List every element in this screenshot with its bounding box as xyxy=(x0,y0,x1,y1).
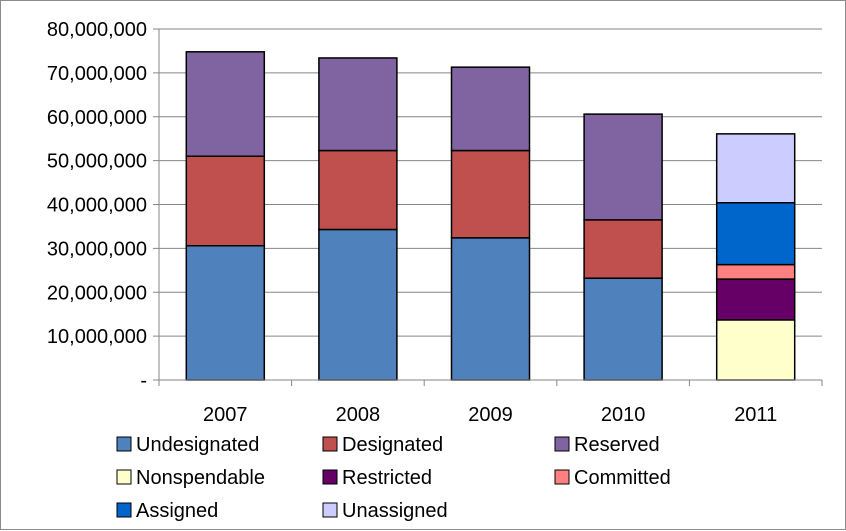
legend-label: Nonspendable xyxy=(136,467,265,489)
legend-item-reserved: Reserved xyxy=(554,434,660,456)
y-tick-label: 70,000,000 xyxy=(47,63,147,85)
legend-swatch xyxy=(116,436,132,452)
bar-segment-committed-2011 xyxy=(715,263,796,280)
legend-swatch xyxy=(554,436,570,452)
bar-segment-reserved-2010 xyxy=(583,113,663,221)
y-tick-label: - xyxy=(140,370,147,392)
x-tick-label: 2008 xyxy=(336,404,381,426)
legend-item-unassigned: Unassigned xyxy=(322,500,448,522)
y-tick-labels: - 10,000,000 20,000,000 30,000,000 40,000,00… xyxy=(47,19,147,392)
legend-label: Undesignated xyxy=(136,434,259,456)
bar-segment-designated-2010 xyxy=(583,219,663,279)
bar-segment-restricted-2011 xyxy=(715,278,796,321)
legend-label: Restricted xyxy=(342,467,432,489)
bar-segment-assigned-2011 xyxy=(715,201,796,266)
bar-segment-unassigned-2011 xyxy=(715,133,796,204)
legend-label: Assigned xyxy=(136,500,218,522)
legend-swatch xyxy=(116,469,132,485)
y-tick-label: 60,000,000 xyxy=(47,107,147,129)
bar-segment-undesignated-2007 xyxy=(185,244,266,381)
bar-segment-reserved-2008 xyxy=(318,57,398,152)
legend-label: Designated xyxy=(342,434,443,456)
axes xyxy=(153,28,823,386)
bar-segment-undesignated-2010 xyxy=(583,277,663,381)
legend-item-undesignated: Undesignated xyxy=(116,434,259,456)
legend-swatch xyxy=(554,469,570,485)
legend-item-designated: Designated xyxy=(322,434,443,456)
bar-segment-designated-2007 xyxy=(185,155,266,247)
bar-segment-reserved-2007 xyxy=(185,51,266,157)
bar-segment-designated-2008 xyxy=(318,149,398,231)
legend-swatch xyxy=(116,502,132,518)
x-tick-label: 2007 xyxy=(203,404,248,426)
bar-segment-undesignated-2009 xyxy=(450,237,531,381)
legend-item-committed: Committed xyxy=(554,467,671,489)
bar-segment-reserved-2009 xyxy=(450,66,531,152)
legend-swatch xyxy=(322,436,338,452)
bar-segment-undesignated-2008 xyxy=(318,228,398,381)
y-tick-label: 20,000,000 xyxy=(47,282,147,304)
legend-swatch xyxy=(322,469,338,485)
x-tick-label: 2009 xyxy=(468,404,513,426)
y-tick-label: 80,000,000 xyxy=(47,19,147,41)
bar-segment-nonspendable-2011 xyxy=(715,319,796,381)
legend: Undesignated Designated Reserved Nonspendab… xyxy=(116,434,671,522)
y-tick-label: 50,000,000 xyxy=(47,151,147,173)
x-tick-label: 2010 xyxy=(601,404,646,426)
y-tick-label: 30,000,000 xyxy=(47,238,147,260)
legend-label: Reserved xyxy=(574,434,660,456)
legend-item-assigned: Assigned xyxy=(116,500,218,522)
y-tick-label: 40,000,000 xyxy=(47,195,147,217)
y-tick-label: 10,000,000 xyxy=(47,326,147,348)
legend-swatch xyxy=(322,502,338,518)
legend-label: Unassigned xyxy=(342,500,448,522)
legend-item-restricted: Restricted xyxy=(322,467,432,489)
legend-label: Committed xyxy=(574,467,671,489)
bar-segment-designated-2009 xyxy=(450,149,531,239)
x-tick-label: 2011 xyxy=(734,404,777,426)
legend-item-nonspendable: Nonspendable xyxy=(116,467,265,489)
x-tick-labels: 2007 2008 2009 2010 2011 xyxy=(203,404,777,426)
bars xyxy=(185,51,796,381)
